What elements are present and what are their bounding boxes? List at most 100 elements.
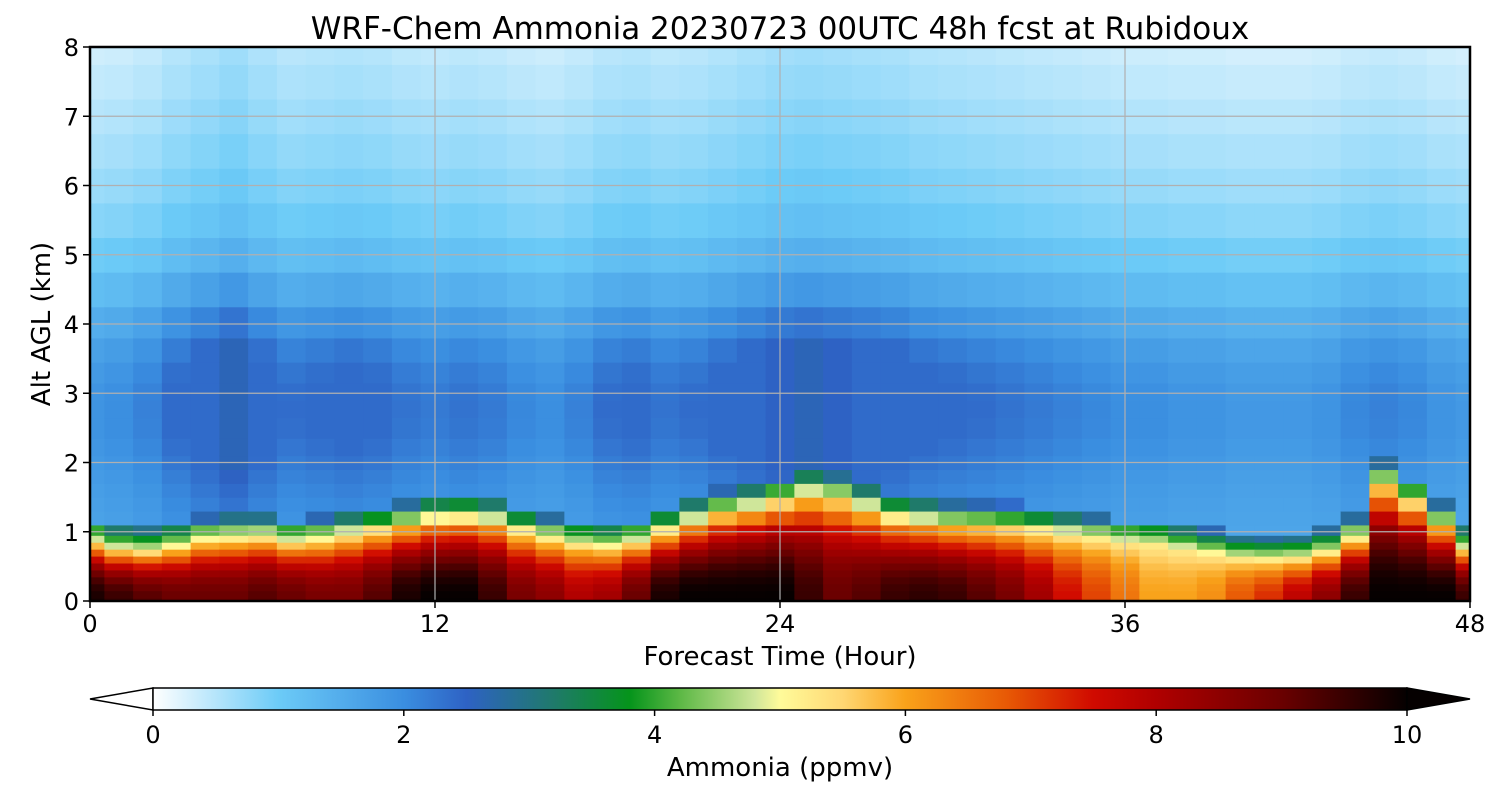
heatmap-cell bbox=[104, 549, 134, 557]
heatmap-cell bbox=[564, 524, 594, 536]
heatmap-cell bbox=[391, 133, 422, 169]
heatmap-cell bbox=[708, 590, 738, 599]
heatmap-cell bbox=[794, 562, 824, 571]
heatmap-cell bbox=[1139, 202, 1169, 239]
heatmap-cell bbox=[823, 272, 853, 308]
heatmap-cell bbox=[1081, 306, 1112, 339]
heatmap-cell bbox=[794, 417, 824, 439]
heatmap-cell bbox=[679, 362, 709, 384]
heatmap-cell bbox=[219, 524, 249, 536]
heatmap-cell bbox=[650, 202, 680, 239]
heatmap-cell bbox=[736, 47, 767, 65]
heatmap-cell bbox=[564, 272, 594, 308]
heatmap-cell bbox=[391, 47, 422, 65]
heatmap-cell bbox=[909, 576, 939, 585]
heatmap-cell bbox=[506, 483, 537, 498]
heatmap-cell bbox=[1340, 133, 1370, 169]
heatmap-cell bbox=[1455, 535, 1470, 543]
heatmap-cell bbox=[334, 47, 364, 65]
heatmap-cell bbox=[1196, 469, 1227, 484]
heatmap-cell bbox=[1168, 576, 1198, 585]
heatmap-cell bbox=[938, 272, 968, 308]
heatmap-cell bbox=[190, 133, 220, 169]
heatmap-cell bbox=[708, 576, 738, 585]
heatmap-cell bbox=[1053, 272, 1083, 308]
heatmap-cell bbox=[363, 562, 393, 571]
heatmap-cell bbox=[708, 497, 738, 512]
heatmap-cell bbox=[1398, 400, 1428, 419]
heatmap-cell bbox=[1398, 483, 1428, 498]
heatmap-cell bbox=[363, 400, 393, 419]
heatmap-cell bbox=[1053, 549, 1083, 557]
heatmap-cell bbox=[1311, 497, 1342, 512]
heatmap-cell bbox=[1254, 524, 1284, 536]
heatmap-cell bbox=[90, 272, 105, 308]
heatmap-cell bbox=[334, 576, 364, 585]
heatmap-cell bbox=[1283, 535, 1313, 543]
heatmap-cell bbox=[1139, 542, 1169, 550]
heatmap-cell bbox=[880, 337, 910, 363]
heatmap-cell bbox=[909, 597, 939, 601]
heatmap-cell bbox=[650, 417, 680, 439]
heatmap-cell bbox=[1024, 569, 1054, 578]
heatmap-cell bbox=[219, 555, 249, 564]
heatmap-cell bbox=[190, 483, 220, 498]
heatmap-cell bbox=[1426, 562, 1457, 571]
heatmap-cell bbox=[219, 535, 249, 543]
heatmap-cell bbox=[1426, 497, 1457, 512]
heatmap-cell bbox=[1369, 272, 1399, 308]
heatmap-cell bbox=[1168, 535, 1198, 543]
heatmap-cell bbox=[478, 562, 508, 571]
heatmap-cell bbox=[938, 576, 968, 585]
heatmap-cell bbox=[679, 417, 709, 439]
heatmap-cell bbox=[1081, 202, 1112, 239]
heatmap-cell bbox=[1053, 555, 1083, 564]
heatmap-cell bbox=[1311, 576, 1342, 585]
heatmap-cell bbox=[1081, 272, 1112, 308]
colorbar-tick-label: 0 bbox=[145, 721, 160, 749]
heatmap-cell bbox=[1196, 590, 1227, 599]
heatmap-cell bbox=[248, 337, 278, 363]
heatmap-cell bbox=[1311, 569, 1342, 578]
heatmap-cell bbox=[995, 469, 1025, 484]
heatmap-cell bbox=[823, 510, 853, 526]
heatmap-cell bbox=[1369, 483, 1399, 498]
heatmap-cell bbox=[1139, 483, 1169, 498]
heatmap-cell bbox=[1168, 133, 1198, 169]
heatmap-cell bbox=[679, 306, 709, 339]
heatmap-cell bbox=[1254, 272, 1284, 308]
heatmap-cell bbox=[966, 549, 997, 557]
heatmap-cell bbox=[708, 133, 738, 169]
heatmap-cell bbox=[938, 64, 968, 100]
x-tick-label: 12 bbox=[420, 610, 451, 638]
heatmap-cell bbox=[679, 400, 709, 419]
heatmap-cell bbox=[1254, 510, 1284, 526]
heatmap-cell bbox=[995, 535, 1025, 543]
heatmap-cell bbox=[823, 542, 853, 550]
heatmap-cell bbox=[449, 555, 479, 564]
heatmap-cell bbox=[995, 438, 1025, 457]
heatmap-cell bbox=[334, 382, 364, 401]
heatmap-cell bbox=[650, 562, 680, 571]
heatmap-cell bbox=[1168, 337, 1198, 363]
heatmap-cell bbox=[851, 469, 882, 484]
heatmap-cell bbox=[823, 497, 853, 512]
heatmap-cell bbox=[880, 133, 910, 169]
heatmap-cell bbox=[650, 382, 680, 401]
heatmap-cell bbox=[363, 133, 393, 169]
heatmap-cell bbox=[851, 524, 882, 536]
heatmap-cell bbox=[1081, 469, 1112, 484]
heatmap-cell bbox=[1311, 549, 1342, 557]
heatmap-cell bbox=[1081, 549, 1112, 557]
heatmap-cell bbox=[679, 47, 709, 65]
heatmap-cell bbox=[1081, 362, 1112, 384]
heatmap-cell bbox=[621, 382, 652, 401]
heatmap-cell bbox=[478, 417, 508, 439]
heatmap-cell bbox=[823, 306, 853, 339]
heatmap-cell bbox=[190, 524, 220, 536]
heatmap-cell bbox=[1053, 583, 1083, 592]
heatmap-cell bbox=[736, 483, 767, 498]
heatmap-cell bbox=[1254, 535, 1284, 543]
heatmap-cell bbox=[276, 535, 307, 543]
heatmap-cell bbox=[1426, 202, 1457, 239]
